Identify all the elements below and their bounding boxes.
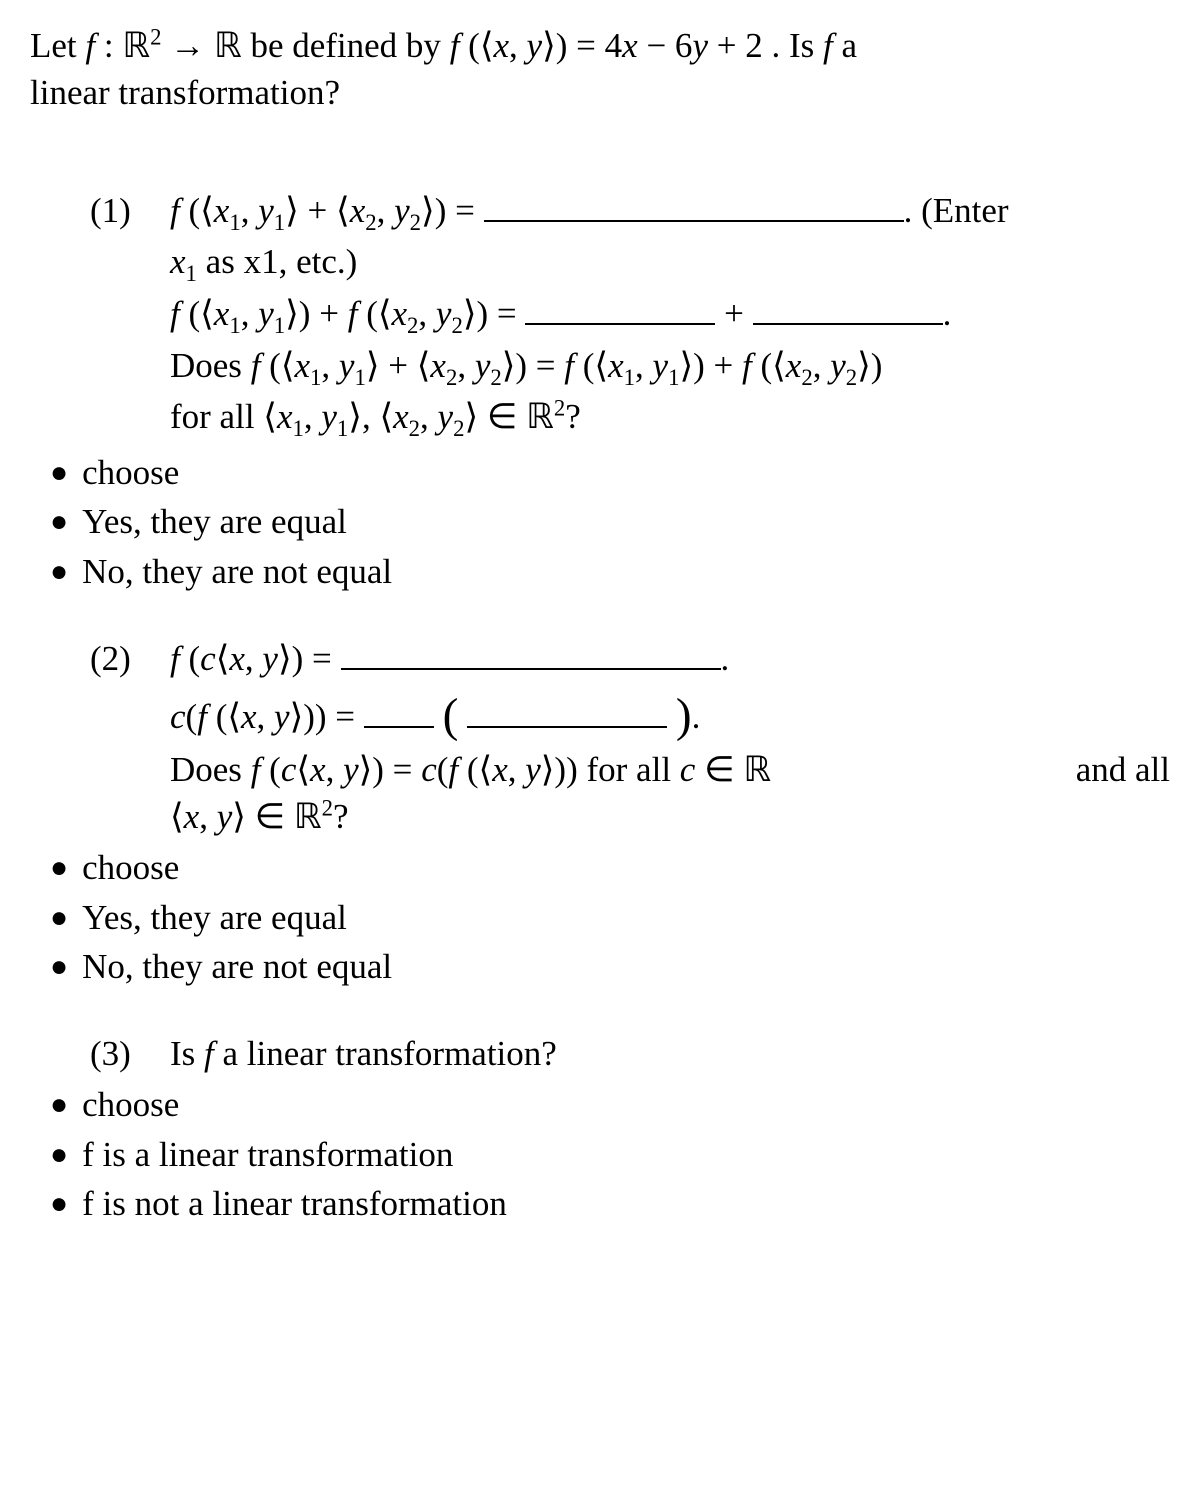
q3-choices: ● choose ● f is a linear transformation … — [30, 1081, 1170, 1227]
text: Is — [170, 1034, 204, 1073]
bullet-icon: ● — [50, 1140, 82, 1170]
choice-label: No, they are not equal — [82, 548, 392, 595]
math-frule: f (⟨x, y⟩) = 4x − 6y + 2 — [450, 26, 772, 65]
text: Let — [30, 26, 85, 65]
plus-sign: + — [724, 294, 753, 333]
q2-line-1: f (c⟨x, y⟩) = . — [170, 635, 1170, 682]
math-lhs: c(f (⟨x, y⟩)) = — [170, 697, 364, 736]
math-forall: ⟨x, y⟩ ∈ ℝ2? — [170, 797, 349, 836]
choice-option[interactable]: ● f is not a linear transformation — [50, 1180, 1170, 1227]
choice-option[interactable]: ● choose — [50, 844, 1170, 891]
answer-blank[interactable] — [341, 642, 721, 670]
math-eq: f (c⟨x, y⟩) = c(f (⟨x, y⟩)) — [251, 750, 587, 789]
text: a — [833, 26, 857, 65]
bullet-icon: ● — [50, 952, 82, 982]
bullet-icon: ● — [50, 903, 82, 933]
choice-label: f is a linear transformation — [82, 1131, 453, 1178]
q2-number: (2) — [30, 635, 170, 682]
answer-blank[interactable] — [484, 193, 904, 221]
answer-blank[interactable] — [467, 700, 667, 728]
question-3: (3) Is f a linear transformation? ● choo… — [30, 1030, 1170, 1227]
text: 1 — [186, 261, 197, 286]
math-f: f — [823, 26, 833, 65]
q2-line-2: c(f (⟨x, y⟩)) = ( ). — [170, 682, 1170, 746]
choice-option[interactable]: ● choose — [50, 1081, 1170, 1128]
text: . (Enter — [904, 191, 1009, 230]
choice-label: No, they are not equal — [82, 943, 392, 990]
problem-statement: Let f : ℝ2 → ℝ be defined by f (⟨x, y⟩) … — [30, 22, 1170, 117]
q3-number: (3) — [30, 1030, 170, 1077]
bullet-icon: ● — [50, 458, 82, 488]
choice-label: choose — [82, 1081, 179, 1128]
q3-text: Is f a linear transformation? — [170, 1030, 1170, 1077]
text: for all — [587, 750, 680, 789]
text: Does — [170, 346, 251, 385]
bullet-icon: ● — [50, 1189, 82, 1219]
choice-label: Yes, they are equal — [82, 498, 347, 545]
rparen: ) — [676, 690, 692, 742]
text: . — [692, 697, 701, 736]
text: a linear transformation? — [214, 1034, 557, 1073]
answer-blank[interactable] — [753, 297, 943, 325]
question-2: (2) f (c⟨x, y⟩) = . c(f (⟨x, y⟩)) = ( ). — [30, 635, 1170, 990]
choice-option[interactable]: ● f is a linear transformation — [50, 1131, 1170, 1178]
q1-forall-line: for all ⟨x1, y1⟩, ⟨x2, y2⟩ ∈ ℝ2? — [170, 393, 1170, 445]
math-forall: for all ⟨x1, y1⟩, ⟨x2, y2⟩ ∈ ℝ2? — [170, 397, 581, 436]
math-c: c ∈ ℝ — [680, 750, 771, 789]
math-fdef: f : ℝ2 → ℝ — [85, 26, 250, 65]
q1-number: (1) — [30, 187, 170, 234]
text: as x1, etc.) — [197, 242, 357, 281]
choice-option[interactable]: ● No, they are not equal — [50, 548, 1170, 595]
q1-line-1: f (⟨x1, y1⟩ + ⟨x2, y2⟩) = . (Enter — [170, 187, 1170, 239]
q1-enter-note: x1 as x1, etc.) — [170, 238, 1170, 290]
choice-label: Yes, they are equal — [82, 894, 347, 941]
bullet-icon: ● — [50, 507, 82, 537]
q1-choices: ● choose ● Yes, they are equal ● No, the… — [30, 449, 1170, 595]
math-lhs: f (⟨x1, y1⟩) + f (⟨x2, y2⟩) = — [170, 294, 525, 333]
choice-option[interactable]: ● Yes, they are equal — [50, 498, 1170, 545]
bullet-icon: ● — [50, 1090, 82, 1120]
text: Does — [170, 750, 251, 789]
text: . — [943, 294, 952, 333]
intro-line-1: Let f : ℝ2 → ℝ be defined by f (⟨x, y⟩) … — [30, 22, 1170, 69]
text: . — [721, 639, 730, 678]
text: x — [170, 242, 186, 281]
question-1: (1) f (⟨x1, y1⟩ + ⟨x2, y2⟩) = . (Enter x… — [30, 187, 1170, 595]
math-lhs: f (c⟨x, y⟩) = — [170, 639, 341, 678]
text: be defined by — [250, 26, 449, 65]
text: and all — [1076, 746, 1170, 793]
choice-label: f is not a linear transformation — [82, 1180, 507, 1227]
math-eq: f (⟨x1, y1⟩ + ⟨x2, y2⟩) = f (⟨x1, y1⟩) +… — [251, 346, 883, 385]
choice-option[interactable]: ● choose — [50, 449, 1170, 496]
choice-option[interactable]: ● Yes, they are equal — [50, 894, 1170, 941]
intro-line-2: linear transformation? — [30, 69, 1170, 116]
math-lhs: f (⟨x1, y1⟩ + ⟨x2, y2⟩) = — [170, 191, 484, 230]
q2-does-line: Does f (c⟨x, y⟩) = c(f (⟨x, y⟩)) for all… — [170, 746, 1170, 793]
bullet-icon: ● — [50, 853, 82, 883]
bullet-icon: ● — [50, 557, 82, 587]
q2-choices: ● choose ● Yes, they are equal ● No, the… — [30, 844, 1170, 990]
lparen: ( — [443, 690, 459, 742]
page: Let f : ℝ2 → ℝ be defined by f (⟨x, y⟩) … — [0, 0, 1200, 1269]
math-f: f — [204, 1034, 214, 1073]
answer-blank[interactable] — [525, 297, 715, 325]
q1-does-line: Does f (⟨x1, y1⟩ + ⟨x2, y2⟩) = f (⟨x1, y… — [170, 342, 1170, 394]
choice-label: choose — [82, 449, 179, 496]
answer-blank[interactable] — [364, 700, 434, 728]
q2-forall-line: ⟨x, y⟩ ∈ ℝ2? — [170, 793, 1170, 840]
q1-line-2: f (⟨x1, y1⟩) + f (⟨x2, y2⟩) = + . — [170, 290, 1170, 342]
choice-option[interactable]: ● No, they are not equal — [50, 943, 1170, 990]
text: . Is — [771, 26, 823, 65]
choice-label: choose — [82, 844, 179, 891]
